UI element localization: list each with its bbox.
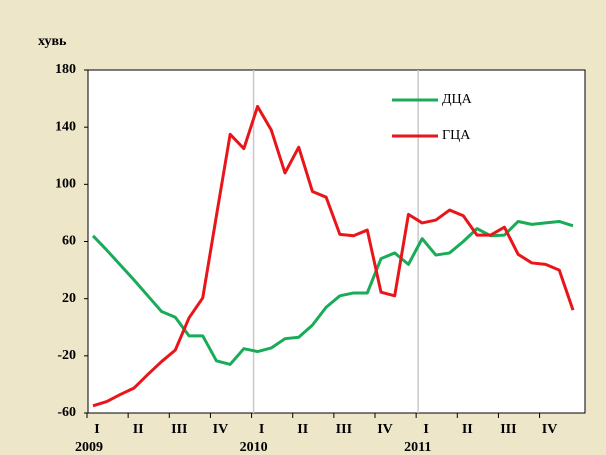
year-label: 2010 (240, 440, 268, 455)
x-tick-label: IV (377, 422, 393, 437)
legend-label: ДЦА (442, 92, 473, 107)
x-tick-label: II (462, 422, 473, 437)
y-tick-label: 20 (62, 291, 76, 306)
x-tick-label: III (500, 422, 516, 437)
y-axis-label: хувь (38, 34, 67, 49)
legend-label: ГЦА (442, 128, 471, 143)
x-tick-label: I (259, 422, 264, 437)
x-tick-label: I (94, 422, 99, 437)
y-tick-label: 180 (55, 62, 76, 77)
x-tick-label: II (133, 422, 144, 437)
y-tick-label: 60 (62, 234, 76, 249)
y-tick-label: -60 (57, 405, 76, 420)
x-tick-label: I (423, 422, 428, 437)
series-line (92, 104, 575, 408)
x-tick-label: III (336, 422, 352, 437)
y-tick-label: 100 (55, 177, 76, 192)
x-tick-label: II (297, 422, 308, 437)
y-tick-label: -20 (57, 348, 76, 363)
year-label: 2011 (404, 440, 431, 455)
x-tick-label: IV (542, 422, 558, 437)
x-tick-label: IV (213, 422, 229, 437)
year-label: 2009 (75, 440, 103, 455)
x-tick-label: III (171, 422, 187, 437)
plot-area (87, 69, 586, 414)
series-line (91, 219, 574, 366)
y-tick-label: 140 (55, 119, 76, 134)
